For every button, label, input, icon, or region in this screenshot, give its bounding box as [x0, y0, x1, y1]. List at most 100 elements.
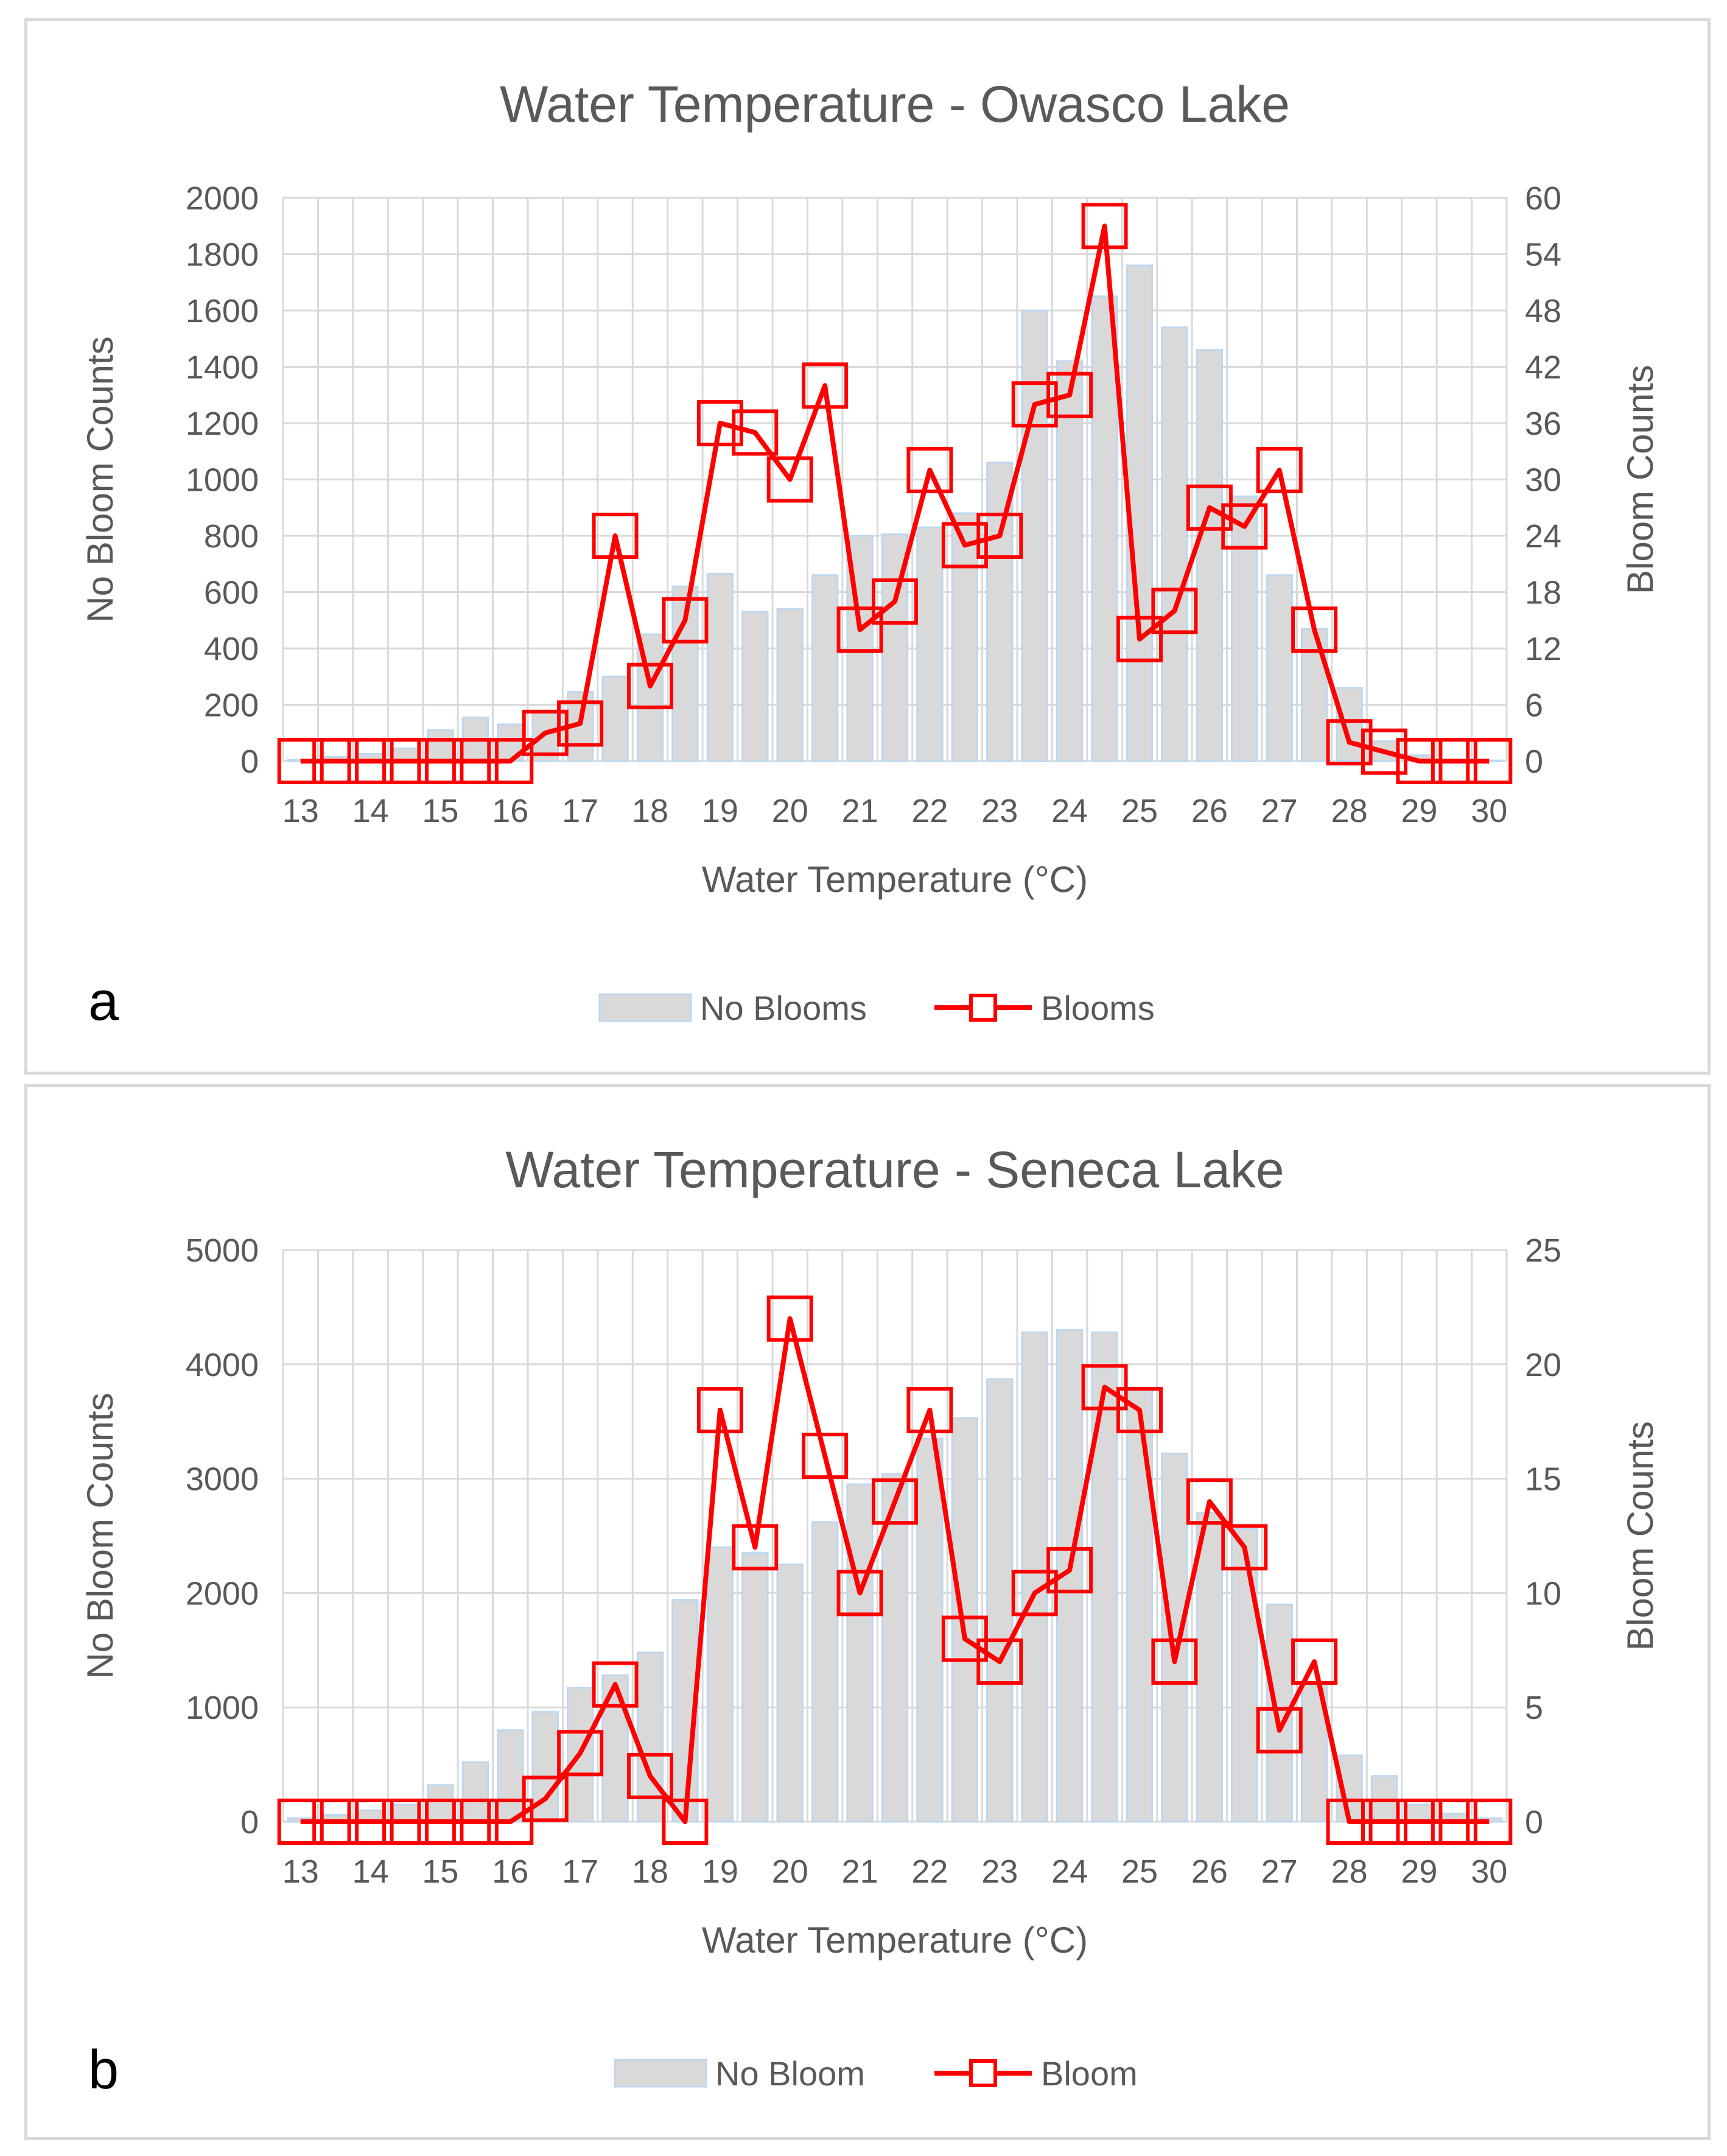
bloom-marker — [1081, 203, 1128, 250]
bloom-marker — [417, 1799, 464, 1845]
x-tick-label: 22 — [911, 793, 948, 829]
bloom-marker — [312, 1799, 359, 1845]
y2-tick-label: 24 — [1525, 518, 1561, 555]
bloom-marker — [592, 1661, 639, 1708]
bloom-marker — [277, 1799, 324, 1845]
x-tick-label: 27 — [1261, 793, 1298, 829]
chart-title: Water Temperature - Seneca Lake — [505, 1141, 1284, 1198]
x-tick-label: 20 — [772, 793, 808, 829]
x-tick-label: 14 — [352, 1853, 389, 1890]
y-tick-label: 1200 — [186, 406, 259, 442]
y-tick-label: 1600 — [186, 293, 259, 329]
bloom-marker — [382, 738, 429, 784]
y-tick-label: 0 — [240, 1804, 259, 1841]
bloom-marker — [312, 738, 359, 784]
bar-no-blooms — [1091, 295, 1118, 762]
y2-tick-label: 25 — [1525, 1232, 1561, 1269]
legend-label-line: Blooms — [1041, 989, 1155, 1027]
x-tick-label: 26 — [1191, 793, 1228, 829]
bar-no-bloom — [846, 1483, 874, 1823]
bloom-marker — [487, 738, 534, 784]
y2-tick-label: 30 — [1525, 462, 1561, 499]
bloom-marker — [662, 1799, 709, 1845]
bloom-marker — [522, 709, 569, 756]
bloom-marker — [1291, 606, 1338, 653]
x-tick-label: 13 — [282, 793, 319, 829]
y2-tick-label: 60 — [1525, 180, 1561, 217]
y-tick-label: 4000 — [186, 1347, 259, 1383]
x-tick-label: 25 — [1121, 1853, 1158, 1890]
bloom-marker — [277, 738, 324, 784]
bar-no-blooms — [811, 574, 839, 762]
bloom-marker — [557, 1730, 604, 1777]
bar-no-blooms — [1196, 349, 1224, 762]
bar-no-bloom — [1406, 1803, 1433, 1823]
x-tick-label: 21 — [842, 793, 878, 829]
bar-no-bloom — [461, 1761, 489, 1823]
y-axis-title: No Bloom Counts — [80, 336, 121, 622]
legend-bar-swatch — [598, 993, 692, 1022]
bar-no-blooms — [601, 675, 629, 762]
y2-tick-label: 54 — [1525, 237, 1561, 273]
y-tick-label: 800 — [204, 518, 259, 555]
y-tick-label: 1000 — [186, 462, 259, 499]
x-tick-label: 28 — [1331, 1853, 1368, 1890]
bloom-marker — [906, 447, 953, 494]
bloom-marker — [1011, 381, 1058, 428]
x-tick-label: 29 — [1401, 1853, 1437, 1890]
bar-no-blooms — [1056, 360, 1084, 762]
x-tick-label: 27 — [1261, 1853, 1298, 1890]
chart-panel-b: Water Temperature - Seneca Lake 0 1000 2000… — [24, 1084, 1711, 2140]
bar-no-bloom — [881, 1473, 909, 1823]
legend-marker-swatch — [969, 994, 997, 1022]
bloom-marker — [1186, 1478, 1233, 1525]
y-tick-label: 2000 — [186, 180, 259, 217]
x-tick-label: 24 — [1051, 793, 1088, 829]
bar-no-bloom — [916, 1438, 944, 1823]
bloom-marker — [1221, 503, 1268, 550]
bloom-marker — [1046, 1547, 1093, 1593]
bloom-marker — [1361, 728, 1407, 775]
x-tick-label: 13 — [282, 1853, 319, 1890]
bloom-marker — [696, 1386, 743, 1433]
legend-bar-swatch — [614, 2059, 707, 2088]
bar-no-bloom — [741, 1552, 769, 1823]
y2-tick-label: 20 — [1525, 1347, 1561, 1383]
y-tick-label: 1400 — [186, 349, 259, 386]
bar-no-bloom — [1196, 1512, 1224, 1823]
bloom-marker — [872, 1478, 918, 1525]
bar-no-bloom — [1161, 1452, 1188, 1823]
bar-no-bloom — [497, 1729, 524, 1823]
bar-no-blooms — [776, 608, 804, 762]
y-tick-label: 3000 — [186, 1461, 259, 1498]
x-axis-title: Water Temperature (°C) — [702, 1920, 1088, 1961]
bloom-marker — [872, 578, 918, 625]
x-tick-label: 16 — [492, 793, 528, 829]
bar-no-bloom — [391, 1803, 419, 1823]
y2-tick-label: 5 — [1525, 1690, 1543, 1726]
bloom-marker — [1116, 1386, 1163, 1433]
x-tick-label: 18 — [632, 793, 668, 829]
bloom-marker — [1466, 1799, 1513, 1845]
x-tick-label: 15 — [422, 793, 458, 829]
x-tick-label: 19 — [702, 793, 738, 829]
chart-a: Water Temperature - Owasco Lake020040060… — [80, 75, 1661, 1032]
bloom-marker — [766, 456, 813, 503]
chart-panel-a: Water Temperature - Owasco Lake 0 200 400 60… — [24, 18, 1711, 1075]
legend-marker-swatch — [969, 2059, 997, 2087]
bar-no-blooms — [1021, 309, 1048, 762]
y-tick-label: 400 — [204, 631, 259, 667]
bloom-marker — [347, 1799, 394, 1845]
bar-no-blooms — [1231, 495, 1258, 762]
panel-label: a — [88, 971, 119, 1032]
bloom-marker — [1396, 738, 1443, 784]
bloom-marker — [732, 409, 779, 456]
y2-tick-label: 0 — [1525, 743, 1543, 780]
x-tick-label: 17 — [562, 1853, 598, 1890]
bar-no-bloom — [776, 1563, 804, 1823]
bloom-marker — [766, 1295, 813, 1342]
bloom-marker — [1256, 447, 1303, 494]
bloom-marker — [662, 597, 709, 644]
x-tick-label: 19 — [702, 1853, 738, 1890]
bar-no-bloom — [951, 1417, 979, 1823]
